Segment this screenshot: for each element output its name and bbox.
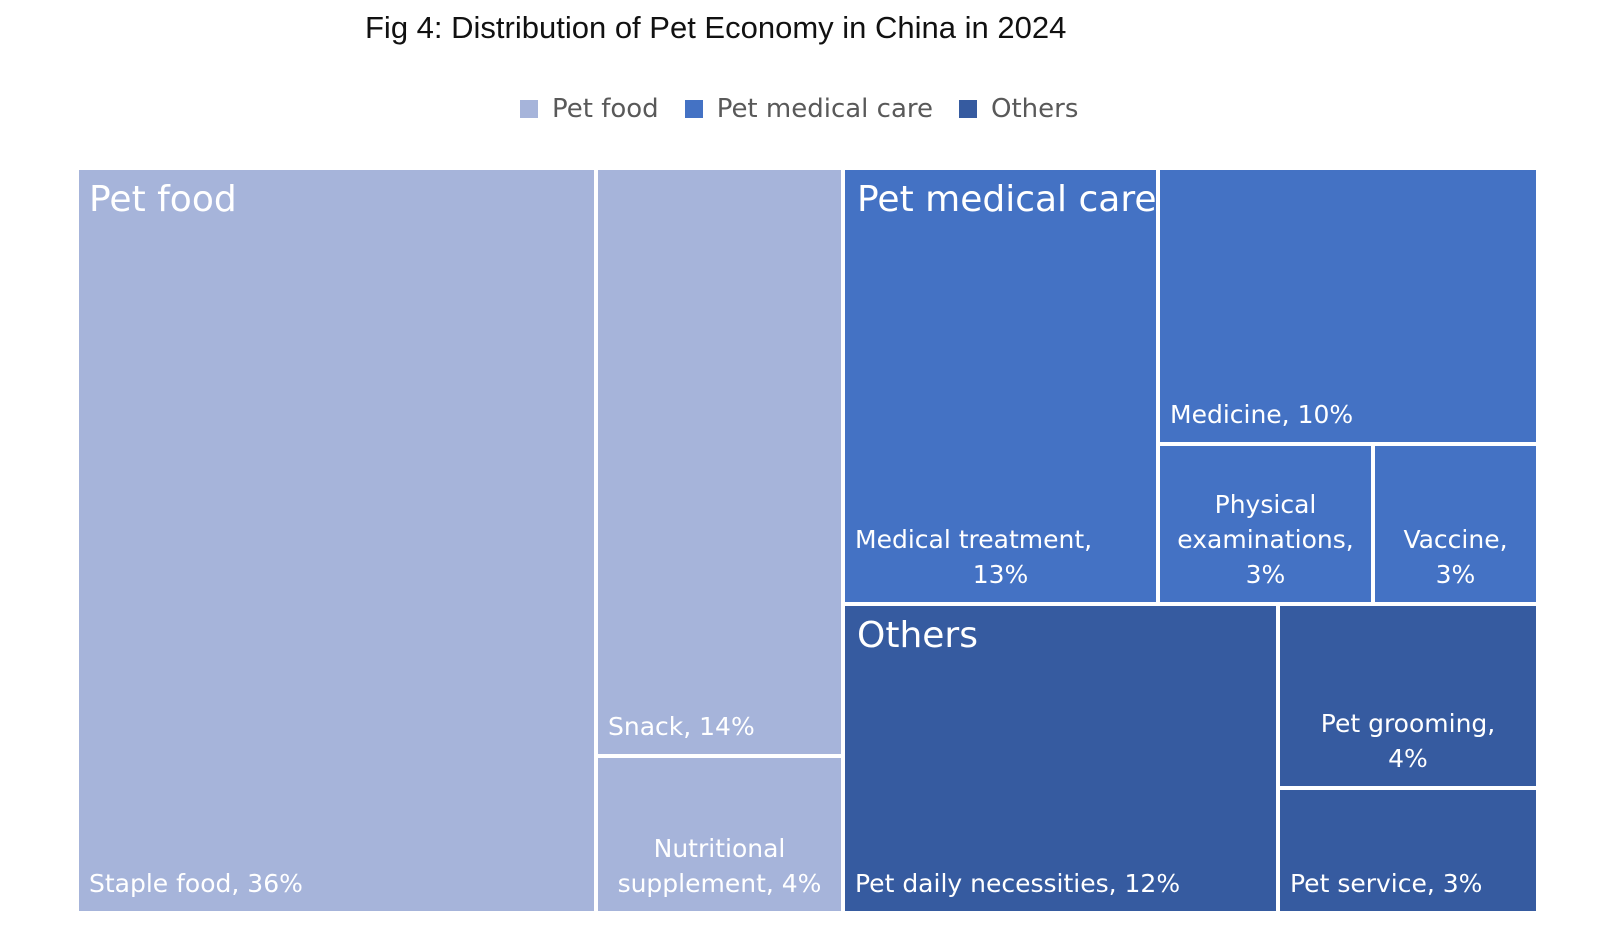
treemap-tile-snack — [598, 170, 841, 754]
treemap-group-label-pet-medical-care: Pet medical care — [857, 179, 1157, 220]
legend-swatch-pet-food — [520, 100, 538, 118]
legend-item-pet-medical-care: Pet medical care — [684, 94, 934, 124]
legend-label-others: Others — [991, 94, 1079, 124]
treemap-tile-vaccine — [1375, 446, 1536, 602]
treemap-label-pet-service: Pet service, 3% — [1290, 869, 1483, 898]
treemap-label-medical-treatment: Medical treatment, 13% — [855, 525, 1093, 589]
legend-item-pet-food: Pet food — [520, 94, 659, 124]
treemap-tile-staple-food — [79, 170, 594, 911]
treemap-tile-pet-daily-necessities — [845, 606, 1276, 911]
chart-title: Fig 4: Distribution of Pet Economy in Ch… — [365, 10, 1067, 45]
legend-swatch-others — [959, 100, 978, 118]
treemap-label-medicine: Medicine, 10% — [1170, 400, 1354, 429]
treemap-tile-pet-service — [1280, 790, 1536, 911]
treemap-tile-pet-grooming — [1280, 606, 1536, 786]
legend-label-pet-food: Pet food — [552, 94, 659, 124]
treemap-label-nutritional-supplement: Nutritional supplement, 4% — [617, 834, 822, 898]
treemap-tile-nutritional-supplement — [598, 758, 841, 911]
treemap-label-vaccine: Vaccine, 3% — [1403, 525, 1508, 589]
chart-legend: Pet food Pet medical care Others — [520, 94, 1104, 124]
treemap-group-label-others: Others — [857, 615, 978, 656]
treemap-label-staple-food: Staple food, 36% — [89, 869, 303, 898]
treemap-tile-physical-examinations — [1160, 446, 1371, 602]
legend-swatch-pet-medical-care — [684, 100, 703, 118]
treemap-tile-medical-treatment — [845, 170, 1156, 602]
treemap-label-pet-daily-necessities: Pet daily necessities, 12% — [855, 869, 1181, 898]
legend-item-others: Others — [959, 94, 1078, 124]
treemap-label-physical-examinations: Physical examinations, 3% — [1177, 490, 1354, 589]
treemap-label-snack: Snack, 14% — [608, 712, 755, 741]
treemap-group-label-pet-food: Pet food — [89, 179, 237, 220]
treemap-label-pet-grooming: Pet grooming, 4% — [1320, 709, 1496, 773]
treemap-tile-medicine — [1160, 170, 1536, 442]
legend-label-pet-medical-care: Pet medical care — [716, 94, 934, 124]
